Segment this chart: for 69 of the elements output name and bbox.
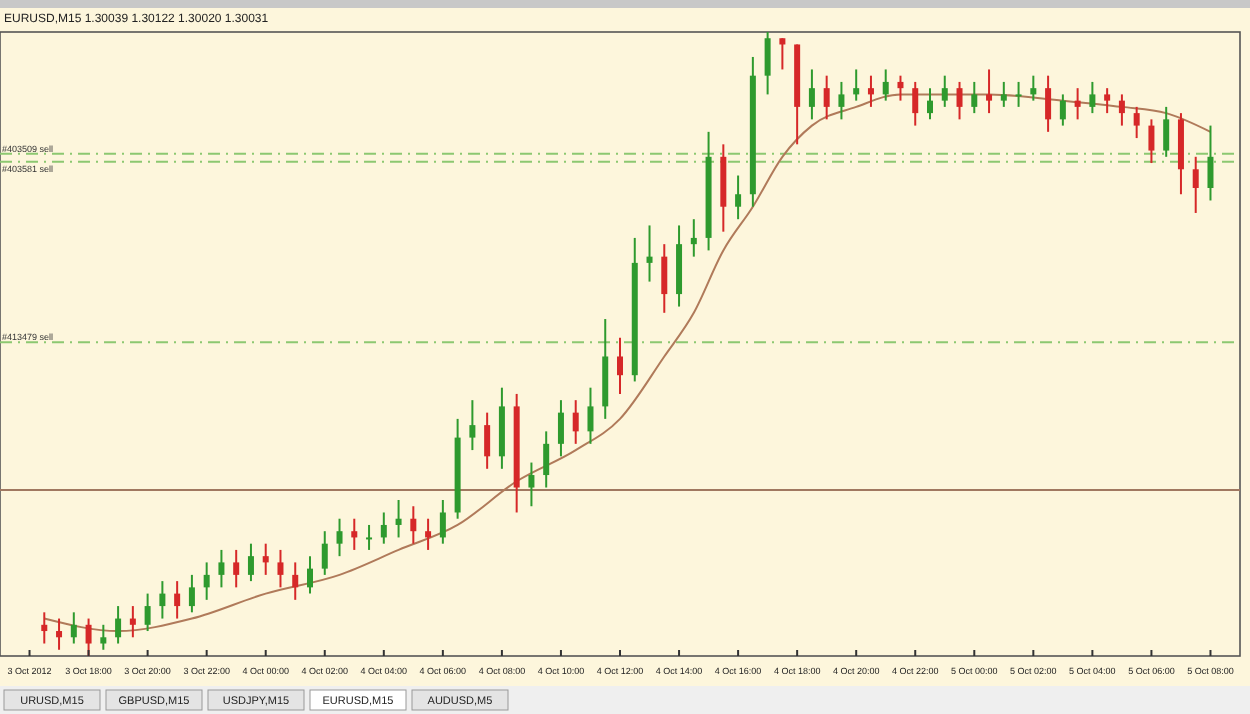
candlestick [351, 517, 358, 551]
candlestick [956, 80, 963, 121]
candlestick [425, 517, 432, 551]
candlestick [85, 617, 92, 657]
candlestick [779, 37, 786, 71]
candlestick [484, 411, 491, 470]
candlestick [1045, 74, 1052, 133]
candlestick [882, 68, 889, 102]
candlestick [41, 611, 48, 645]
candlestick [1089, 80, 1096, 115]
candlestick [366, 523, 373, 551]
candlestick [823, 74, 830, 121]
candlestick [1133, 105, 1140, 140]
candlestick [912, 80, 919, 127]
candlestick [867, 74, 874, 108]
candlestick [218, 548, 225, 589]
candlestick [233, 548, 240, 589]
candlestick [380, 511, 387, 545]
candlestick [56, 617, 63, 651]
candlestick [528, 461, 535, 508]
candlestick [277, 548, 284, 589]
candlestick [1118, 93, 1125, 127]
candlestick [572, 399, 579, 445]
candlestick [70, 611, 77, 645]
candlestick [617, 336, 623, 395]
candlestick [1163, 105, 1170, 158]
candlestick [159, 580, 166, 620]
candlestick [587, 386, 594, 445]
candlestick [808, 68, 815, 121]
candlestick [941, 74, 948, 108]
candlestick [203, 561, 210, 601]
candlestick [1059, 93, 1066, 127]
candlestick [395, 499, 402, 539]
candlestick [986, 68, 993, 115]
candlestick [1192, 155, 1199, 214]
candlestick [927, 87, 933, 121]
candlestick [897, 74, 904, 102]
candlestick [336, 517, 343, 558]
candlestick [292, 561, 299, 601]
candlestick [764, 31, 771, 96]
candlestick [690, 218, 697, 258]
candlestick [557, 399, 564, 458]
candlestick [1015, 80, 1022, 108]
candlestick [661, 243, 668, 314]
candlestick [410, 505, 417, 545]
candlestick [307, 555, 313, 595]
candlestick [144, 592, 151, 633]
candlestick [543, 430, 550, 489]
candlestick [853, 68, 860, 102]
candlestick [838, 80, 845, 121]
candlestick [115, 605, 122, 645]
candlestick [1074, 87, 1081, 121]
candlestick [1148, 118, 1155, 165]
candlestick [129, 605, 136, 639]
candlestick [247, 542, 254, 583]
candlestick [1030, 74, 1037, 102]
candlestick [100, 623, 107, 651]
candlestick [1104, 87, 1111, 115]
candlestick [646, 224, 653, 283]
candlestick [262, 542, 269, 576]
candlestick [1000, 80, 1007, 108]
candlestick [439, 499, 446, 545]
candlestick [321, 530, 328, 576]
candlestick [174, 580, 181, 620]
candlestick [1207, 124, 1214, 202]
candlestick [971, 80, 978, 115]
candlestick [735, 174, 742, 221]
candlestick [188, 573, 195, 614]
candlestick [469, 399, 476, 452]
